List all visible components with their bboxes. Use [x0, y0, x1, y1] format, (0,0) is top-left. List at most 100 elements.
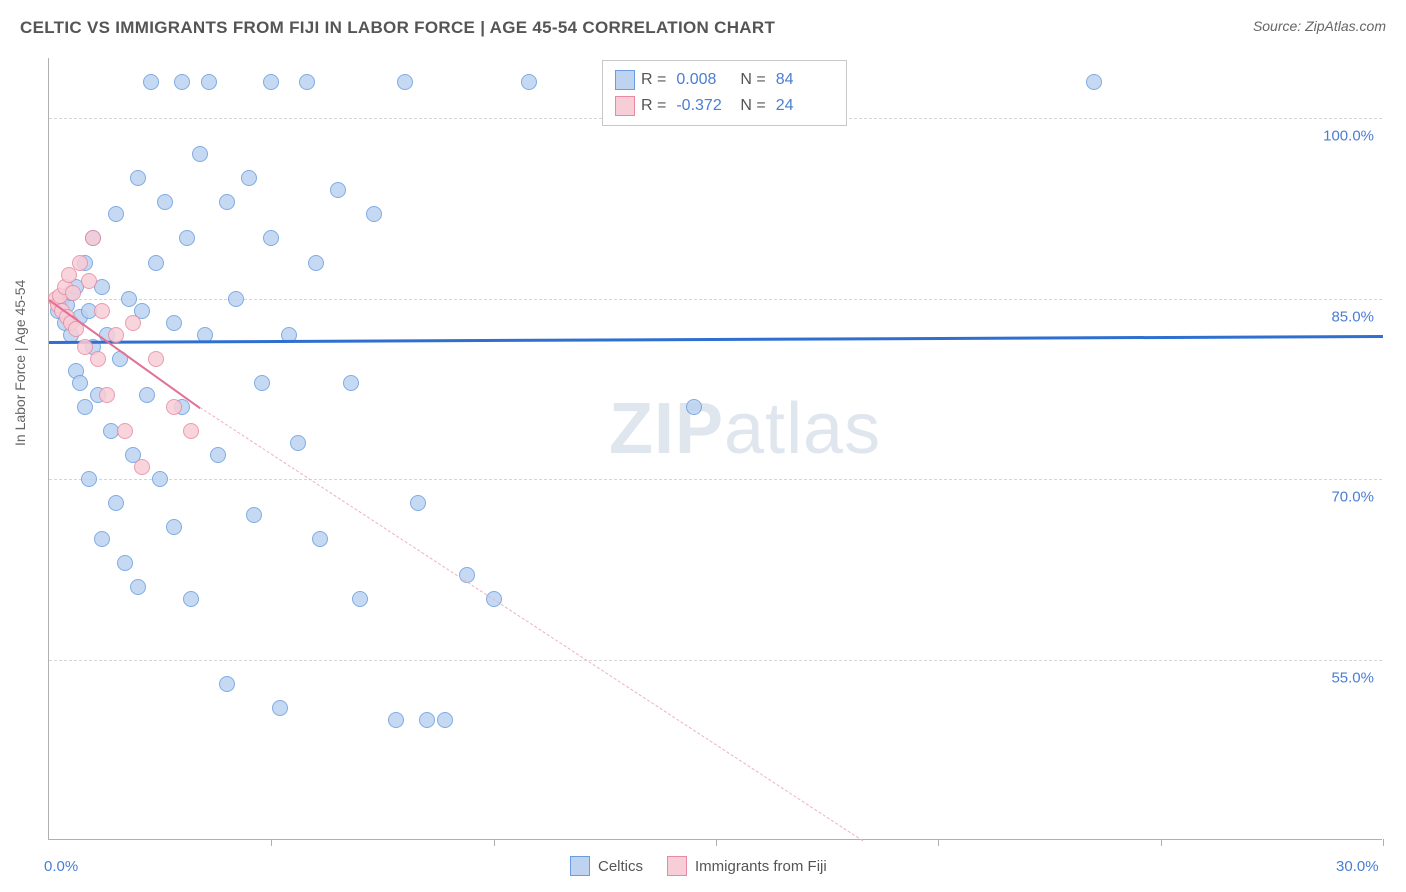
n-label: N = [740, 71, 765, 89]
data-point [183, 423, 199, 439]
data-point [166, 519, 182, 535]
data-point [65, 285, 81, 301]
data-point [108, 327, 124, 343]
legend-swatch [615, 70, 635, 90]
legend-row: R =-0.372N =24 [615, 93, 834, 119]
r-value: -0.372 [676, 97, 734, 115]
data-point [117, 555, 133, 571]
data-point [312, 531, 328, 547]
data-point [686, 399, 702, 415]
data-point [366, 206, 382, 222]
legend-swatch [667, 856, 687, 876]
data-point [125, 315, 141, 331]
plot-area: ZIPatlas 55.0% 70.0% 85.0% 100.0% [48, 58, 1382, 840]
data-point [121, 291, 137, 307]
data-point [210, 447, 226, 463]
data-point [130, 579, 146, 595]
legend-row: R = 0.008 N = 84 [615, 67, 834, 93]
data-point [81, 273, 97, 289]
x-tick [1161, 839, 1162, 846]
r-label: R = [641, 71, 666, 89]
legend-label: Immigrants from Fiji [695, 858, 827, 875]
y-tick-label: 70.0% [1331, 489, 1374, 506]
data-point [437, 712, 453, 728]
data-point [148, 351, 164, 367]
data-point [1086, 74, 1102, 90]
legend-series: Celtics Immigrants from Fiji [570, 856, 827, 876]
trend-line [49, 335, 1383, 344]
data-point [174, 74, 190, 90]
data-point [108, 495, 124, 511]
legend-swatch [615, 96, 635, 116]
data-point [246, 507, 262, 523]
legend-correlation: R =0.008N =84R =-0.372N =24 [602, 60, 847, 126]
y-axis-label: In Labor Force | Age 45-54 [12, 280, 28, 446]
gridline-h [49, 299, 1382, 300]
n-value: 84 [776, 71, 834, 89]
x-tick [938, 839, 939, 846]
data-point [166, 315, 182, 331]
data-point [130, 170, 146, 186]
data-point [72, 255, 88, 271]
legend-label: Celtics [598, 858, 643, 875]
data-point [77, 339, 93, 355]
data-point [152, 471, 168, 487]
data-point [241, 170, 257, 186]
watermark: ZIPatlas [609, 388, 881, 470]
y-tick-label: 55.0% [1331, 669, 1374, 686]
data-point [99, 387, 115, 403]
data-point [77, 399, 93, 415]
data-point [352, 591, 368, 607]
data-point [139, 387, 155, 403]
y-tick-label: 85.0% [1331, 308, 1374, 325]
gridline-h [49, 660, 1382, 661]
data-point [148, 255, 164, 271]
data-point [219, 676, 235, 692]
data-point [308, 255, 324, 271]
watermark-right: atlas [724, 389, 881, 469]
data-point [299, 74, 315, 90]
chart-title: CELTIC VS IMMIGRANTS FROM FIJI IN LABOR … [20, 18, 775, 37]
data-point [143, 74, 159, 90]
r-value: 0.008 [676, 71, 734, 89]
data-point [254, 375, 270, 391]
data-point [108, 206, 124, 222]
data-point [219, 194, 235, 210]
data-point [183, 591, 199, 607]
data-point [263, 74, 279, 90]
data-point [397, 74, 413, 90]
data-point [330, 182, 346, 198]
data-point [157, 194, 173, 210]
legend-item: Celtics [570, 856, 643, 876]
legend-item: Immigrants from Fiji [667, 856, 827, 876]
data-point [272, 700, 288, 716]
data-point [85, 230, 101, 246]
x-tick [494, 839, 495, 846]
data-point [117, 423, 133, 439]
n-value: 24 [776, 97, 834, 115]
x-tick [1383, 839, 1384, 846]
source-label: Source: ZipAtlas.com [1253, 18, 1386, 34]
data-point [134, 459, 150, 475]
x-axis-min-label: 0.0% [44, 858, 78, 875]
title-bar: CELTIC VS IMMIGRANTS FROM FIJI IN LABOR … [20, 18, 1386, 46]
data-point [81, 471, 97, 487]
data-point [521, 74, 537, 90]
y-tick-label: 100.0% [1323, 128, 1374, 145]
gridline-h [49, 479, 1382, 480]
trend-line [200, 407, 863, 841]
data-point [179, 230, 195, 246]
data-point [94, 531, 110, 547]
legend-swatch [570, 856, 590, 876]
data-point [201, 74, 217, 90]
data-point [94, 303, 110, 319]
data-point [192, 146, 208, 162]
data-point [72, 375, 88, 391]
data-point [419, 712, 435, 728]
data-point [410, 495, 426, 511]
x-tick [716, 839, 717, 846]
data-point [343, 375, 359, 391]
data-point [263, 230, 279, 246]
r-label: R = [641, 97, 666, 115]
watermark-left: ZIP [609, 389, 724, 469]
